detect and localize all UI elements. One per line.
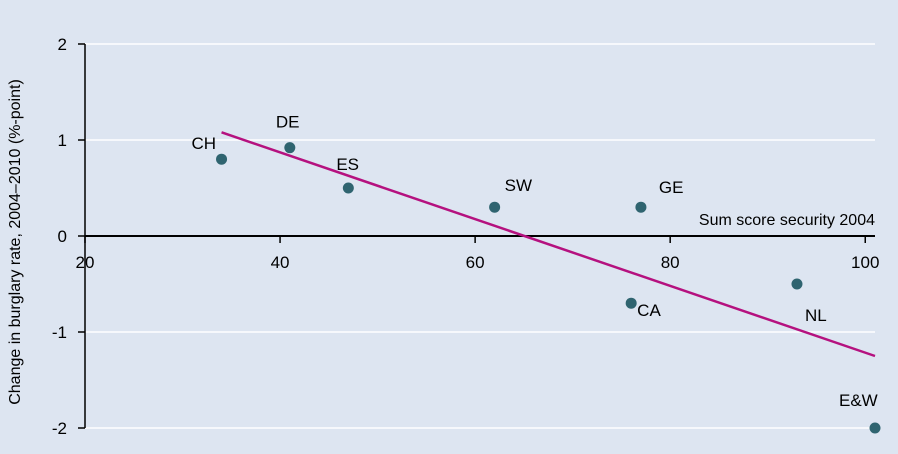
point-label: CA bbox=[637, 301, 661, 320]
x-tick-label: 60 bbox=[466, 253, 485, 272]
point-4 bbox=[635, 201, 647, 213]
points-group: CH DE ES SW GE CA NL E&W bbox=[192, 113, 881, 434]
point-2 bbox=[342, 182, 354, 194]
x-tick-label: 80 bbox=[661, 253, 680, 272]
trendline-group bbox=[221, 131, 876, 358]
point-6 bbox=[791, 278, 803, 290]
point-7 bbox=[869, 422, 881, 434]
point-label: ES bbox=[336, 155, 359, 174]
gridlines bbox=[85, 43, 875, 429]
point-label: DE bbox=[276, 113, 300, 132]
axes: 2 1 0 -1 -2 20 40 60 80 100 bbox=[52, 35, 880, 438]
y-tick-label: -2 bbox=[52, 419, 67, 438]
y-axis-title: Change in burglary rate, 2004–2010 (%-po… bbox=[7, 79, 24, 405]
x-tick-label: 40 bbox=[271, 253, 290, 272]
point-5 bbox=[625, 297, 637, 309]
point-label: SW bbox=[505, 176, 532, 195]
point-label: CH bbox=[192, 134, 217, 153]
y-tick-label: 0 bbox=[58, 227, 67, 246]
y-tick-label: 2 bbox=[58, 35, 67, 54]
point-3 bbox=[489, 201, 501, 213]
point-1 bbox=[284, 142, 296, 154]
y-tick-label: -1 bbox=[52, 323, 67, 342]
point-label: GE bbox=[659, 178, 684, 197]
x-axis-title: Sum score security 2004 bbox=[699, 212, 875, 229]
y-tick-label: 1 bbox=[58, 131, 67, 150]
trendline bbox=[221, 131, 876, 358]
x-tick-label: 100 bbox=[851, 253, 879, 272]
point-label: NL bbox=[805, 306, 827, 325]
point-0 bbox=[216, 153, 228, 165]
point-label: E&W bbox=[839, 391, 878, 410]
x-tick-label: 20 bbox=[76, 253, 95, 272]
